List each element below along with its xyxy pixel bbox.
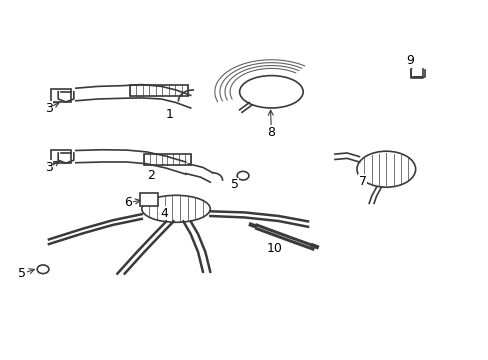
Text: 6: 6 [124,196,132,209]
Circle shape [237,171,248,180]
FancyBboxPatch shape [51,150,71,163]
Ellipse shape [356,151,415,187]
Text: 10: 10 [266,242,282,255]
Text: 1: 1 [165,108,173,121]
Ellipse shape [142,195,210,222]
Text: 8: 8 [267,126,275,139]
FancyBboxPatch shape [51,89,71,102]
Bar [144,154,190,165]
Text: 7: 7 [358,175,366,188]
Text: 5: 5 [18,267,26,280]
Text: 3: 3 [45,161,53,174]
Text: 9: 9 [405,54,413,67]
Bar [129,85,188,96]
Text: 2: 2 [146,169,154,182]
Text: 3: 3 [45,102,53,114]
Text: 5: 5 [230,178,238,191]
Text: 4: 4 [160,207,168,220]
FancyBboxPatch shape [140,193,158,206]
Circle shape [37,265,49,274]
Ellipse shape [239,76,303,108]
